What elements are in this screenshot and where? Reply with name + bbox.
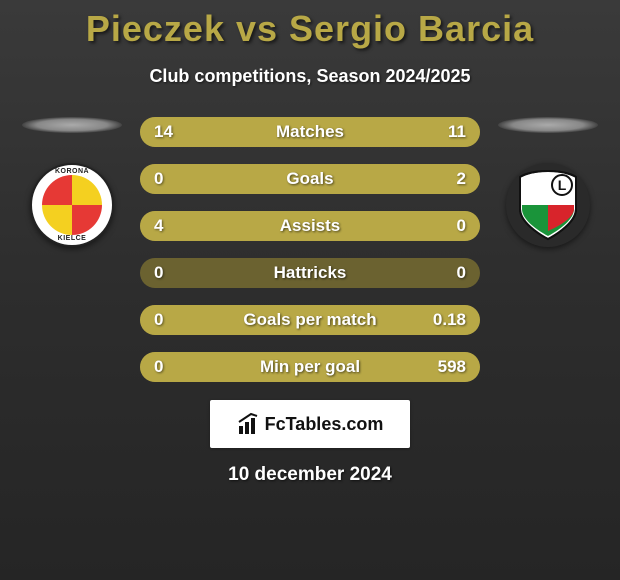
svg-text:L: L: [558, 177, 567, 193]
stat-label: Hattricks: [274, 263, 347, 283]
stat-right-value: 0: [457, 216, 466, 236]
stat-row: 14 Matches 11: [140, 117, 480, 147]
left-club-badge: KORONA KIELCE: [30, 163, 114, 247]
subtitle: Club competitions, Season 2024/2025: [0, 66, 620, 87]
stat-row: 0 Goals per match 0.18: [140, 305, 480, 335]
legia-shield-icon: L: [516, 169, 580, 241]
stat-label: Goals: [286, 169, 333, 189]
right-club-badge: L: [506, 163, 590, 247]
left-club-top-text: KORONA: [55, 168, 89, 175]
stat-label: Matches: [276, 122, 344, 142]
comparison-panel: KORONA KIELCE 14 Matches 11 0 Goals 2 4 Assists…: [0, 117, 620, 382]
stat-left-value: 0: [154, 357, 163, 377]
stat-right-value: 2: [457, 169, 466, 189]
left-club-column: KORONA KIELCE: [22, 117, 122, 247]
stat-row: 0 Min per goal 598: [140, 352, 480, 382]
stat-row: 0 Hattricks 0: [140, 258, 480, 288]
left-club-bottom-text: KIELCE: [58, 235, 87, 242]
stat-right-value: 0: [457, 263, 466, 283]
stat-left-value: 0: [154, 310, 163, 330]
stat-right-value: 11: [448, 122, 466, 142]
korona-shield-icon: [42, 175, 102, 235]
stat-label: Min per goal: [260, 357, 360, 377]
stats-list: 14 Matches 11 0 Goals 2 4 Assists 0 0 Hattricks 0 0 G…: [140, 117, 480, 382]
stat-label: Assists: [280, 216, 340, 236]
stat-right-value: 0.18: [433, 310, 466, 330]
stat-left-value: 0: [154, 169, 163, 189]
chart-icon: [237, 412, 261, 436]
branding-text: FcTables.com: [265, 414, 384, 435]
branding-box[interactable]: FcTables.com: [210, 400, 410, 448]
stat-label: Goals per match: [243, 310, 376, 330]
stat-row: 4 Assists 0: [140, 211, 480, 241]
date-text: 10 december 2024: [0, 464, 620, 486]
stat-left-value: 4: [154, 216, 163, 236]
stat-row: 0 Goals 2: [140, 164, 480, 194]
stat-right-value: 598: [438, 357, 466, 377]
page-title: Pieczek vs Sergio Barcia: [0, 0, 620, 50]
right-club-column: L: [498, 117, 598, 247]
stat-left-value: 0: [154, 263, 163, 283]
player-placeholder-left: [22, 117, 122, 133]
stat-left-value: 14: [154, 122, 173, 142]
player-placeholder-right: [498, 117, 598, 133]
